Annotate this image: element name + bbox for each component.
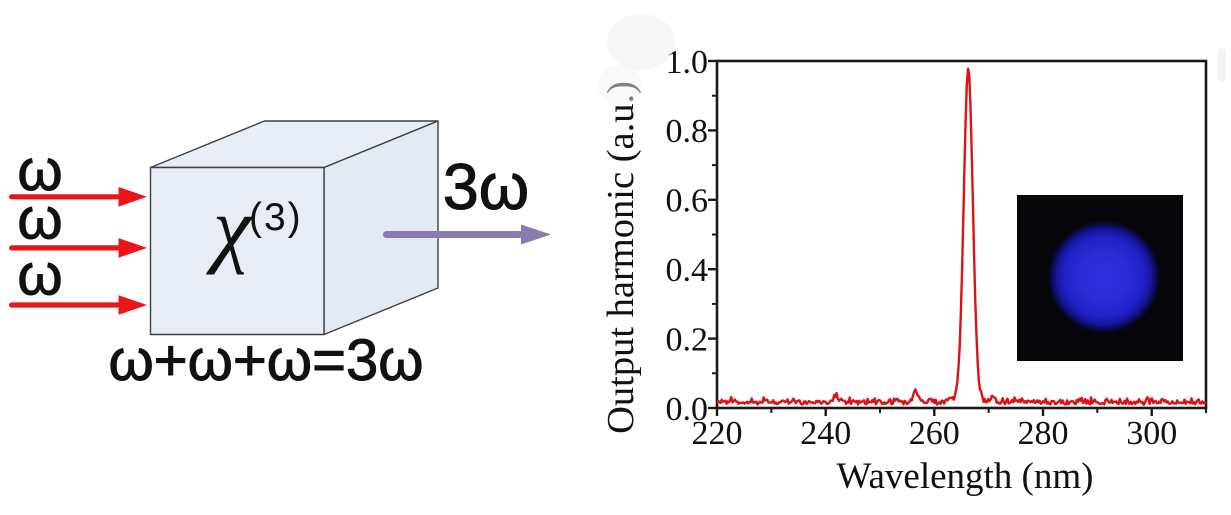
svg-text:240: 240 (800, 415, 851, 452)
svg-text:0.2: 0.2 (666, 321, 709, 358)
svg-text:260: 260 (909, 415, 960, 452)
svg-text:0.8: 0.8 (666, 113, 709, 150)
svg-text:0.0: 0.0 (666, 391, 709, 428)
svg-text:280: 280 (1018, 415, 1069, 452)
svg-text:(3): (3) (249, 196, 303, 239)
svg-text:3ω: 3ω (443, 151, 529, 223)
svg-text:χ: χ (206, 179, 253, 275)
svg-text:ω: ω (17, 187, 62, 252)
svg-text:0.4: 0.4 (666, 252, 709, 289)
svg-text:0.6: 0.6 (666, 183, 709, 220)
svg-text:ω: ω (17, 138, 62, 203)
svg-text:300: 300 (1126, 415, 1177, 452)
svg-text:220: 220 (692, 415, 743, 452)
svg-text:Wavelength (nm): Wavelength (nm) (837, 456, 1094, 497)
svg-text:Output harmonic (a.u.): Output harmonic (a.u.) (600, 81, 642, 434)
svg-text:ω+ω+ω=3ω: ω+ω+ω=3ω (108, 328, 423, 393)
svg-text:ω: ω (17, 243, 62, 308)
